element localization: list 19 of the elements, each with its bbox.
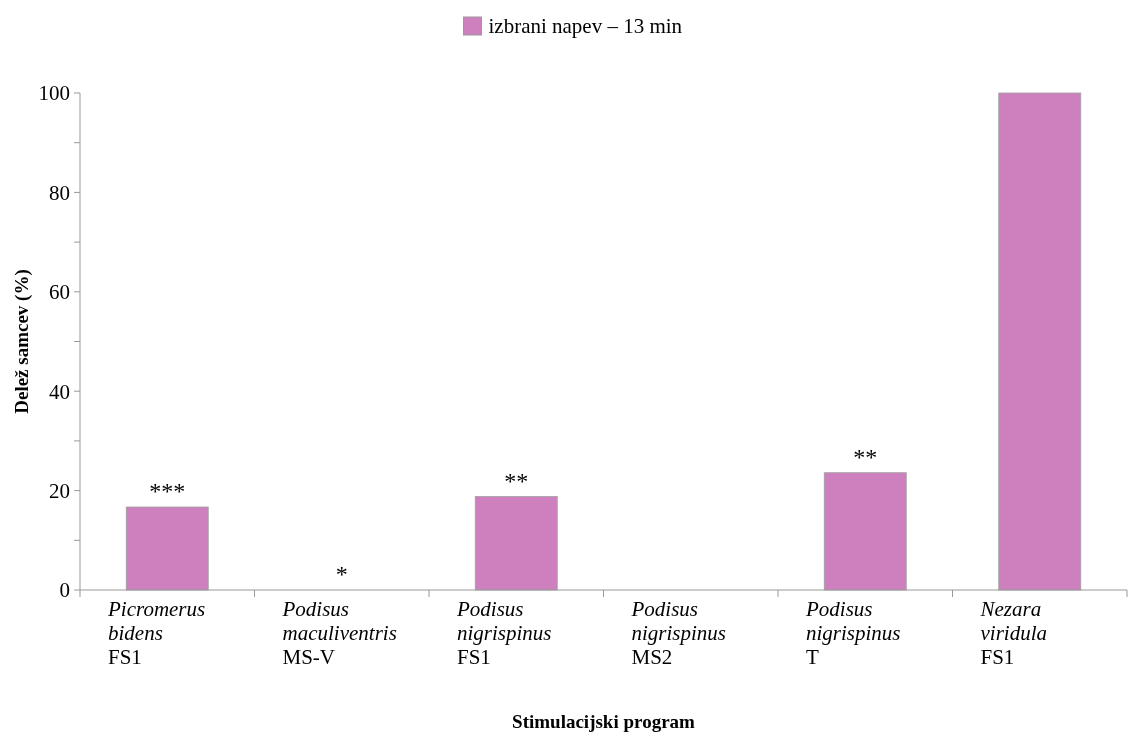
y-tick-label: 100: [38, 81, 70, 106]
x-tick-label: Podisus maculiventris MS-V: [281, 597, 397, 669]
annotation: *: [335, 561, 348, 587]
y-axis-title: Delež samcev (%): [11, 269, 33, 414]
x-tick-label: Podisus nigrispinus T: [805, 597, 901, 669]
y-tick-label: 60: [49, 280, 70, 305]
y-tick-label: 20: [49, 478, 70, 503]
x-tick-label: Podisus nigrispinus MS2: [630, 597, 727, 669]
annotation: **: [504, 467, 529, 494]
legend-label: izbrani napev – 13 min: [488, 14, 683, 38]
y-tick-label: 80: [49, 180, 70, 205]
x-tick-label: Nezara viridula FS1: [979, 597, 1047, 669]
x-axis-title: Stimulacijski program: [512, 711, 696, 732]
annotation: ***: [149, 478, 186, 504]
x-tick-label: Podisus nigrispinus FS1: [456, 597, 552, 669]
y-tick-label: 40: [49, 379, 70, 404]
y-tick-label: 0: [59, 578, 70, 603]
annotation: **: [853, 443, 878, 470]
x-tick-label: Picromerus bidens FS1: [107, 597, 206, 669]
